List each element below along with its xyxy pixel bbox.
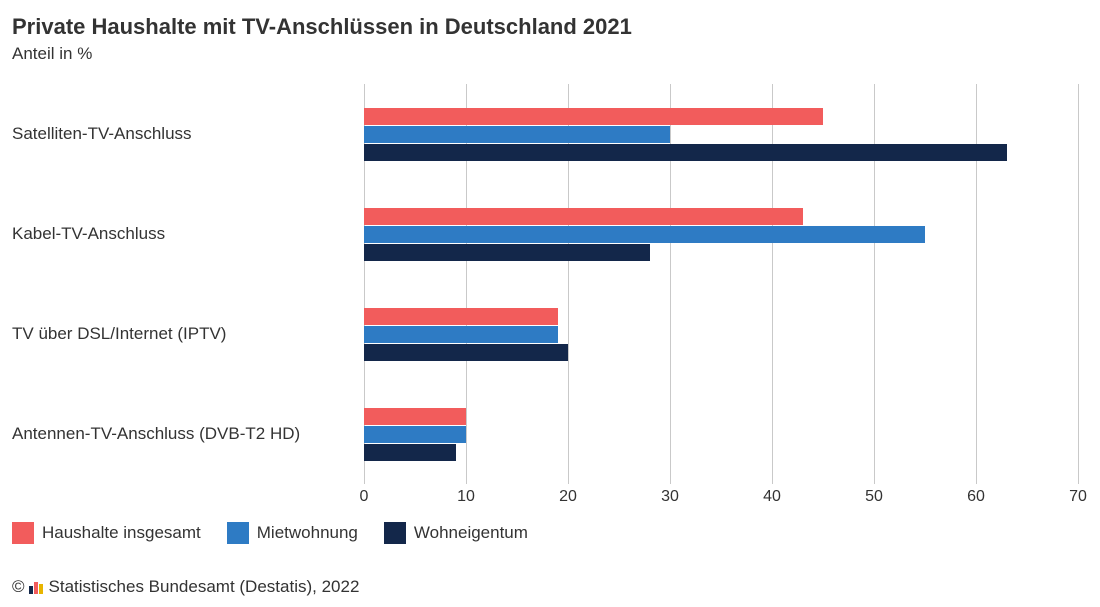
copyright-symbol: © xyxy=(12,577,25,597)
bar-group xyxy=(364,284,1078,384)
x-tick-label: 60 xyxy=(967,488,985,506)
x-tick-label: 30 xyxy=(661,488,679,506)
bar-group xyxy=(364,384,1078,484)
bar-total xyxy=(364,108,823,125)
legend-swatch xyxy=(227,522,249,544)
legend-item-total: Haushalte insgesamt xyxy=(12,522,201,544)
x-tick-label: 0 xyxy=(360,488,369,506)
legend-item-miet: Mietwohnung xyxy=(227,522,358,544)
bar-miet xyxy=(364,426,466,443)
bar-group xyxy=(364,84,1078,184)
legend-label: Wohneigentum xyxy=(414,523,528,543)
bar-eigen xyxy=(364,444,456,461)
x-tick-label: 50 xyxy=(865,488,883,506)
legend: Haushalte insgesamt Mietwohnung Wohneigent… xyxy=(12,522,1090,544)
bar-miet xyxy=(364,126,670,143)
chart-container: Private Haushalte mit TV-Anschlüssen in … xyxy=(0,0,1100,607)
category-label: Antennen-TV-Anschluss (DVB-T2 HD) xyxy=(12,384,364,484)
legend-item-eigen: Wohneigentum xyxy=(384,522,528,544)
legend-swatch xyxy=(12,522,34,544)
chart-title: Private Haushalte mit TV-Anschlüssen in … xyxy=(12,14,1090,40)
footer-text: Statistisches Bundesamt (Destatis), 2022 xyxy=(49,577,360,597)
y-axis-labels: Satelliten-TV-AnschlussKabel-TV-Anschlus… xyxy=(12,84,364,504)
bar-group xyxy=(364,184,1078,284)
category-label: TV über DSL/Internet (IPTV) xyxy=(12,284,364,384)
plot: 010203040506070 xyxy=(364,84,1090,504)
bar-total xyxy=(364,408,466,425)
x-tick-label: 70 xyxy=(1069,488,1087,506)
legend-swatch xyxy=(384,522,406,544)
bar-total xyxy=(364,208,803,225)
chart-area: Satelliten-TV-AnschlussKabel-TV-Anschlus… xyxy=(12,84,1090,504)
category-label: Kabel-TV-Anschluss xyxy=(12,184,364,284)
bar-total xyxy=(364,308,558,325)
chart-subtitle: Anteil in % xyxy=(12,44,1090,64)
legend-label: Mietwohnung xyxy=(257,523,358,543)
bar-miet xyxy=(364,326,558,343)
x-tick-label: 20 xyxy=(559,488,577,506)
bar-miet xyxy=(364,226,925,243)
gridline xyxy=(1078,84,1079,484)
legend-label: Haushalte insgesamt xyxy=(42,523,201,543)
footer: © Statistisches Bundesamt (Destatis), 20… xyxy=(12,577,359,597)
x-tick-label: 40 xyxy=(763,488,781,506)
bar-eigen xyxy=(364,244,650,261)
x-axis-labels: 010203040506070 xyxy=(364,484,1078,504)
x-tick-label: 10 xyxy=(457,488,475,506)
bar-eigen xyxy=(364,144,1007,161)
plot-inner xyxy=(364,84,1078,484)
destatis-logo-icon xyxy=(29,580,45,594)
bar-eigen xyxy=(364,344,568,361)
category-label: Satelliten-TV-Anschluss xyxy=(12,84,364,184)
